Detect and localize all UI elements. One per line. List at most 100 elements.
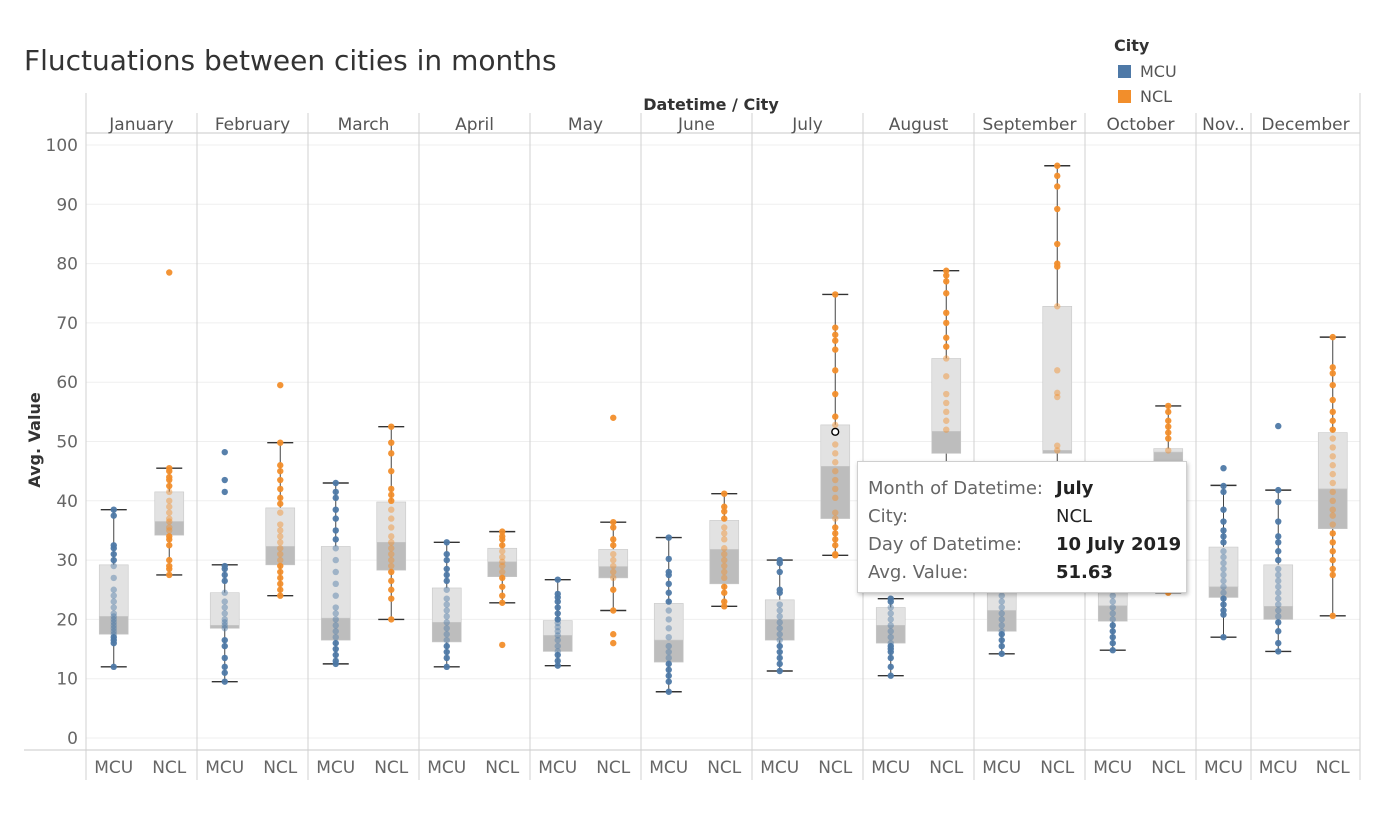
data-point[interactable]	[166, 464, 173, 472]
data-point[interactable]	[776, 586, 783, 593]
data-point[interactable]	[776, 619, 783, 626]
data-point[interactable]	[166, 503, 173, 510]
data-point[interactable]	[388, 550, 395, 558]
data-point[interactable]	[443, 550, 450, 558]
data-point[interactable]	[332, 580, 339, 588]
data-point[interactable]	[110, 574, 117, 582]
data-point[interactable]	[832, 390, 839, 398]
data-point[interactable]	[998, 631, 1005, 638]
data-point[interactable]	[166, 527, 173, 534]
data-point[interactable]	[721, 603, 728, 610]
data-point[interactable]	[443, 619, 450, 626]
data-point[interactable]	[166, 509, 173, 516]
data-point[interactable]	[388, 545, 395, 552]
data-point[interactable]	[1054, 172, 1061, 180]
data-point[interactable]	[887, 672, 894, 679]
data-point[interactable]	[610, 524, 617, 531]
data-point[interactable]	[332, 657, 339, 665]
data-point[interactable]	[1220, 488, 1227, 496]
data-point[interactable]	[943, 319, 950, 327]
data-point[interactable]	[610, 556, 617, 564]
data-point[interactable]	[776, 642, 783, 650]
data-point[interactable]	[554, 632, 561, 639]
data-point[interactable]	[665, 642, 672, 650]
data-point[interactable]	[277, 539, 284, 546]
data-point[interactable]	[221, 636, 228, 644]
data-point[interactable]	[665, 648, 672, 656]
data-point[interactable]	[332, 515, 339, 522]
data-point[interactable]	[665, 688, 672, 695]
data-point[interactable]	[332, 536, 339, 543]
data-point[interactable]	[332, 639, 339, 647]
data-point[interactable]	[1220, 506, 1227, 513]
data-point[interactable]	[1275, 583, 1282, 590]
data-point[interactable]	[832, 346, 839, 353]
data-point[interactable]	[721, 574, 728, 582]
data-point[interactable]	[943, 334, 950, 341]
data-point[interactable]	[1329, 417, 1336, 424]
data-point[interactable]	[388, 568, 395, 576]
data-point[interactable]	[998, 610, 1005, 617]
data-point[interactable]	[721, 568, 728, 576]
data-point[interactable]	[998, 650, 1005, 657]
data-point[interactable]	[665, 580, 672, 588]
data-point[interactable]	[499, 574, 506, 582]
data-point[interactable]	[332, 494, 339, 502]
data-point[interactable]	[1165, 435, 1172, 442]
data-point[interactable]	[776, 601, 783, 608]
data-point[interactable]	[332, 633, 339, 641]
data-point[interactable]	[665, 672, 672, 679]
data-point[interactable]	[1109, 598, 1116, 605]
data-point[interactable]	[832, 542, 839, 549]
data-point[interactable]	[110, 633, 117, 641]
data-point[interactable]	[1329, 506, 1336, 513]
data-point[interactable]	[332, 592, 339, 599]
data-point[interactable]	[499, 528, 506, 535]
data-point[interactable]	[388, 524, 395, 531]
data-point[interactable]	[832, 450, 839, 457]
data-point[interactable]	[721, 508, 728, 515]
data-point[interactable]	[721, 530, 728, 537]
data-point[interactable]	[221, 448, 228, 456]
data-point[interactable]	[554, 651, 561, 659]
data-point[interactable]	[665, 534, 672, 541]
data-point[interactable]	[443, 631, 450, 638]
data-point[interactable]	[499, 553, 506, 561]
data-point[interactable]	[443, 642, 450, 650]
data-point[interactable]	[110, 598, 117, 605]
data-point[interactable]	[166, 488, 173, 496]
data-point[interactable]	[776, 625, 783, 632]
data-point[interactable]	[832, 509, 839, 516]
data-point[interactable]	[388, 616, 395, 623]
data-point[interactable]	[943, 426, 950, 433]
data-point[interactable]	[887, 622, 894, 629]
data-point[interactable]	[110, 542, 117, 549]
data-point[interactable]	[776, 607, 783, 614]
data-point[interactable]	[1220, 464, 1227, 472]
data-point[interactable]	[1329, 488, 1336, 496]
data-point[interactable]	[221, 625, 228, 632]
data-point[interactable]	[221, 598, 228, 605]
data-point[interactable]	[166, 571, 173, 579]
data-point[interactable]	[721, 536, 728, 543]
data-point[interactable]	[443, 613, 450, 620]
data-point[interactable]	[554, 590, 561, 598]
data-point[interactable]	[388, 515, 395, 522]
data-point[interactable]	[110, 619, 117, 626]
data-point[interactable]	[499, 568, 506, 576]
data-point[interactable]	[277, 462, 284, 469]
data-point[interactable]	[610, 518, 617, 526]
data-point[interactable]	[277, 550, 284, 558]
data-point[interactable]	[277, 527, 284, 534]
data-point[interactable]	[1329, 370, 1336, 377]
data-point[interactable]	[110, 663, 117, 671]
data-point[interactable]	[1054, 205, 1061, 213]
data-point[interactable]	[1275, 533, 1282, 540]
data-point[interactable]	[1275, 619, 1282, 626]
legend[interactable]: City MCU NCL	[1114, 36, 1177, 109]
data-point[interactable]	[554, 657, 561, 665]
data-point[interactable]	[887, 628, 894, 635]
data-point[interactable]	[221, 669, 228, 676]
data-point[interactable]	[388, 556, 395, 564]
data-point[interactable]	[221, 488, 228, 496]
